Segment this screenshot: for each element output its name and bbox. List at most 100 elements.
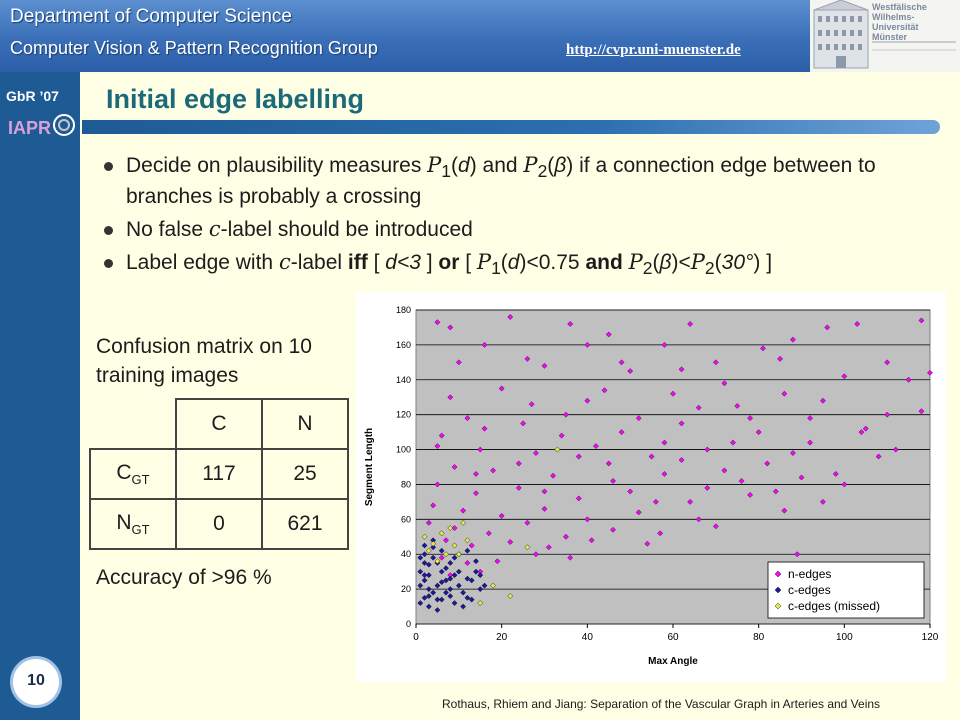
- data-point: [520, 420, 526, 427]
- data-point: [918, 408, 925, 415]
- data-point: [661, 342, 668, 348]
- plausibility-symbol: P: [523, 153, 538, 177]
- data-point: [541, 362, 548, 369]
- data-point: [464, 547, 471, 554]
- data-point: [485, 530, 492, 537]
- data-point: [790, 450, 796, 456]
- y-tick-label: 20: [401, 584, 411, 594]
- data-point: [575, 495, 582, 502]
- data-point: [434, 481, 441, 488]
- data-point: [601, 387, 608, 394]
- header-banner: Department of Computer Science Computer …: [0, 0, 960, 72]
- table-header-row: C N: [90, 398, 349, 450]
- data-point: [790, 336, 796, 343]
- data-point: [618, 429, 625, 435]
- x-tick-label: 100: [836, 632, 853, 643]
- subscript: 2: [642, 258, 653, 279]
- data-point: [794, 551, 801, 558]
- data-point: [490, 582, 496, 589]
- data-point: [473, 471, 479, 477]
- data-point: [460, 507, 466, 514]
- data-point: [438, 596, 445, 603]
- data-point: [541, 488, 548, 495]
- data-point: [605, 331, 612, 338]
- data-point: [417, 568, 424, 575]
- title-underline-bar: [82, 120, 940, 134]
- data-point: [477, 572, 484, 579]
- university-building-icon: [813, 0, 956, 69]
- bullet-text: (: [500, 251, 508, 275]
- data-point: [460, 589, 466, 596]
- bullet-text: -label should be introduced: [220, 218, 473, 242]
- variable: 30°: [721, 251, 754, 275]
- y-tick-label: 0: [406, 619, 411, 629]
- data-point: [798, 474, 805, 481]
- data-point: [832, 471, 839, 477]
- bullet-text: No false: [126, 218, 209, 242]
- subscript: 1: [441, 161, 452, 182]
- y-tick-label: 120: [396, 410, 411, 420]
- plausibility-symbol: P: [476, 250, 492, 275]
- confusion-matrix-caption: Confusion matrix on 10 training images: [96, 335, 312, 387]
- data-point: [678, 366, 685, 373]
- bullet-item: Decide on plausibility measures P1(d) an…: [104, 152, 944, 210]
- data-point: [425, 572, 432, 579]
- data-point: [421, 551, 428, 558]
- data-point: [447, 586, 454, 592]
- data-point: [447, 324, 454, 331]
- data-point: [807, 415, 813, 422]
- group-url-link[interactable]: http://cvpr.uni-muenster.de: [566, 42, 741, 58]
- x-tick-label: 0: [413, 632, 419, 643]
- legend-label: c-edges: [788, 583, 831, 597]
- y-tick-label: 180: [396, 305, 411, 315]
- legend-marker: [774, 570, 782, 578]
- y-tick-label: 60: [401, 514, 411, 524]
- table-cell: 621: [261, 498, 349, 550]
- data-point: [854, 321, 861, 327]
- data-point: [862, 425, 869, 432]
- data-point: [678, 457, 685, 463]
- legend-box: [767, 561, 925, 619]
- data-point: [777, 355, 783, 362]
- bullet-text: [: [367, 251, 386, 275]
- data-point: [473, 558, 479, 565]
- y-tick-label: 160: [396, 340, 411, 350]
- data-point: [417, 554, 424, 561]
- data-point: [567, 554, 574, 561]
- x-tick-label: 80: [753, 632, 765, 643]
- keyword: or: [438, 251, 460, 275]
- data-point: [464, 415, 471, 422]
- logo-line: Westfälische: [872, 2, 927, 12]
- data-point: [443, 577, 449, 584]
- data-point: [593, 443, 599, 449]
- bullet-text: )<0.75: [519, 251, 586, 275]
- data-point: [533, 450, 539, 456]
- bullet-dot-icon: [104, 162, 113, 171]
- data-point: [884, 411, 891, 418]
- data-point: [738, 478, 745, 484]
- group-name: Computer Vision & Pattern Recognition Gr…: [10, 38, 378, 58]
- bullet-text: ) ]: [753, 251, 773, 275]
- data-point: [434, 582, 441, 589]
- data-point: [627, 488, 634, 495]
- bullet-text: (: [451, 154, 459, 177]
- bullet-text: Label edge with: [126, 251, 279, 275]
- data-point: [618, 359, 625, 366]
- y-tick-label: 100: [396, 445, 411, 455]
- plausibility-symbol: P: [690, 250, 705, 275]
- data-point: [820, 499, 826, 505]
- row-label: C: [116, 460, 132, 484]
- legend-label: c-edges (missed): [788, 599, 880, 613]
- subscript: 2: [704, 258, 715, 279]
- bullet-list: Decide on plausibility measures P1(d) an…: [104, 152, 944, 287]
- data-point: [567, 321, 574, 327]
- data-point: [447, 394, 454, 401]
- y-tick-label: 140: [396, 375, 411, 385]
- keyword: and: [585, 251, 623, 275]
- data-point: [550, 472, 556, 479]
- table-cell: 117: [175, 448, 263, 500]
- data-point: [425, 603, 432, 610]
- data-point: [661, 439, 668, 446]
- data-point: [421, 560, 428, 566]
- data-point: [781, 507, 788, 514]
